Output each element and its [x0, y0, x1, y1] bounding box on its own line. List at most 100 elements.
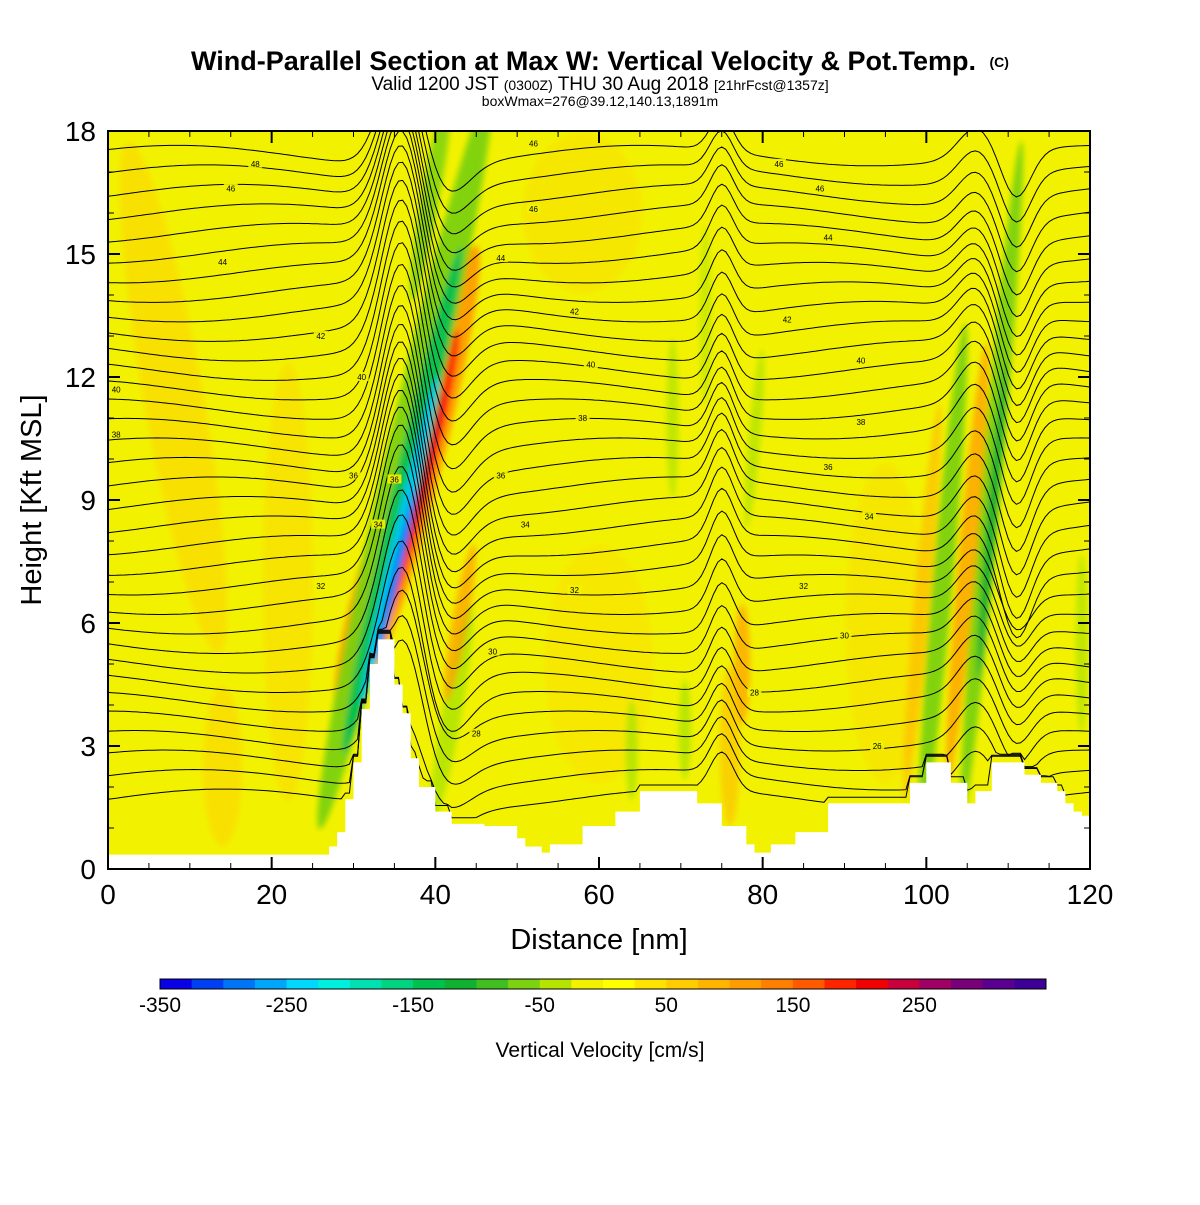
pot-temp-contour-line: [108, 131, 1090, 296]
contour-label: 30: [840, 631, 849, 640]
subtitle-valid: Valid 1200 JST: [371, 74, 499, 95]
colorbar-ticks: -350 -250 -150 -50 50 150 250: [139, 994, 937, 1017]
contour-label-bg: [313, 331, 328, 340]
colorbar-swatch: [223, 979, 256, 989]
colorbar-swatch: [444, 979, 477, 989]
velocity-blob-green-119: [1075, 553, 1088, 734]
velocity-blob-orange-76: [719, 666, 740, 826]
pot-temp-contour-line: [108, 263, 1090, 462]
contour-label: 34: [374, 521, 383, 530]
colorbar-tick-label: 250: [902, 994, 937, 1017]
contour-label-bg: [485, 646, 500, 656]
contour-label-bg: [109, 384, 124, 394]
pot-temp-contour-line: [108, 131, 1090, 273]
contour-label-bg: [109, 429, 124, 439]
contour-label-bg: [837, 630, 852, 640]
pot-temp-contours: [108, 131, 1090, 819]
contour-label: 32: [799, 582, 808, 591]
contour-label-bg: [526, 203, 541, 213]
contour-label: 38: [578, 414, 587, 423]
contour-label: 48: [251, 160, 260, 169]
chart-title-mark: (C): [990, 54, 1009, 70]
velocity-blob-lower-left-warm: [202, 686, 243, 847]
x-tick-label: 20: [256, 879, 287, 910]
contour-label-bg: [862, 511, 877, 521]
pot-temp-contour-line: [108, 514, 1090, 693]
contour-label: 36: [390, 476, 399, 485]
contour-label: 42: [570, 307, 579, 316]
colorbar-swatch: [349, 979, 382, 989]
velocity-blob-downdraft-cyan: [360, 375, 439, 707]
subtitle-fcst: [21hrFcst@1357z]: [714, 77, 829, 93]
pot-temp-contour-line: [108, 131, 1090, 198]
contour-label-bg: [747, 687, 762, 697]
pot-temp-contour-line: [108, 444, 1090, 647]
subtitle-utc: (0300Z): [504, 77, 553, 93]
x-tick-label: 80: [747, 879, 778, 910]
x-tick-label: 100: [903, 879, 950, 910]
colorbar-swatch: [476, 979, 509, 989]
contour-label: 46: [529, 139, 538, 148]
colorbar-swatch: [761, 979, 794, 989]
colorbar-swatch: [666, 979, 699, 989]
colorbar-tick-label: 150: [775, 994, 810, 1017]
chart-info-line: boxWmax=276@39.12,140.13,1891m: [482, 93, 718, 109]
velocity-blob-orange-105: [946, 342, 989, 781]
velocity-blob-green-69-upper: [666, 338, 679, 498]
colorbar-tick-label: -350: [139, 994, 181, 1017]
contour-label-bg: [583, 359, 598, 369]
colorbar-swatch: [413, 979, 446, 989]
subtitle-date: THU 30 Aug 2018: [558, 74, 709, 95]
plot-area: 48 46 46 46 46 46 44 44 44 42 42 42 40 40 40 40 38 38 38 36…: [108, 131, 1090, 869]
contour-label-bg: [248, 158, 263, 168]
pot-temp-contour-line: [108, 220, 1090, 424]
pot-temp-contour-line: [108, 341, 1090, 553]
contour-label-bg: [313, 581, 328, 591]
colorbar-swatch: [697, 979, 731, 989]
y-tick-label: 15: [65, 239, 96, 270]
contour-label: 36: [496, 471, 505, 480]
contour-label: 44: [218, 258, 227, 267]
pot-temp-contour-line: [108, 323, 1090, 529]
x-tick-label: 60: [583, 879, 614, 910]
contour-label: 40: [856, 357, 865, 366]
velocity-blob-center-warm: [544, 544, 654, 784]
y-tick-label: 18: [65, 116, 96, 147]
colorbar-swatch: [254, 979, 288, 989]
contour-label: 44: [824, 234, 833, 243]
colorbar-swatch: [160, 979, 193, 989]
contour-label: 36: [349, 471, 358, 480]
colorbar-label: Vertical Velocity [cm/s]: [496, 1039, 705, 1062]
contour-label-bg: [518, 519, 533, 529]
colorbar-swatch: [603, 979, 636, 989]
colorbar-swatch: [571, 979, 604, 989]
contour-label-bg: [821, 462, 836, 472]
contour-label: 46: [529, 205, 538, 214]
contour-label-bg: [346, 470, 361, 480]
contour-label-bg: [567, 585, 582, 595]
colorbar-tick-label: -250: [266, 994, 308, 1017]
pot-temp-contour-line: [108, 242, 1090, 442]
velocity-blob-downdraft-core: [375, 486, 417, 662]
contour-label: 40: [357, 373, 366, 382]
chart-title: Wind-Parallel Section at Max W: Vertical…: [191, 46, 1009, 76]
pot-temp-contour-line: [108, 179, 1090, 390]
pot-temp-contour-line: [108, 305, 1090, 505]
contour-label: 34: [521, 521, 530, 530]
velocity-blob-orange-99: [903, 403, 942, 802]
colorbar-swatch: [286, 979, 319, 989]
contour-label: 28: [750, 689, 759, 698]
y-tick-label: 9: [80, 485, 96, 516]
contour-label: 42: [783, 316, 792, 325]
pot-temp-contour-line: [108, 406, 1090, 639]
contour-label: 34: [865, 512, 874, 521]
pot-temp-contour-line: [108, 131, 1090, 338]
velocity-blob-green-108-core: [976, 361, 1007, 680]
contour-label-bg: [526, 138, 541, 148]
pot-temp-contour-line: [108, 466, 1090, 663]
pot-temp-contour-labels: 48 46 46 46 46 46 44 44 44 42 42 42 40 40 40 40 38 38 38 36…: [109, 138, 885, 751]
y-tick-label: 12: [65, 362, 96, 393]
velocity-blob-lee-orange: [443, 544, 476, 702]
contour-label-bg: [870, 741, 885, 750]
